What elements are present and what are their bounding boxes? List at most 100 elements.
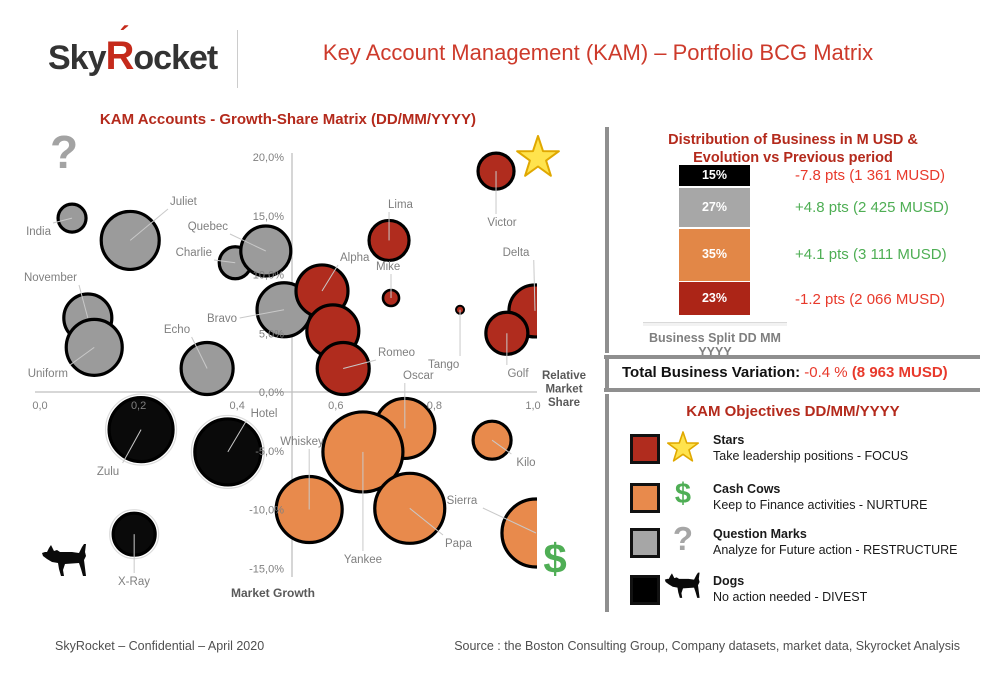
legend-square-star: [630, 434, 660, 464]
objectives-title: KAM Objectives DD/MM/YYYY: [686, 403, 900, 420]
delta-annotation-2: +4.1 pts (3 111 MUSD): [795, 246, 947, 264]
bubble-halo: [104, 393, 178, 466]
bar-segment-pct: 27%: [701, 199, 728, 214]
bar-segment-0: 15%: [679, 165, 750, 187]
bar-segment-pct: 23%: [701, 291, 728, 306]
objective-desc: Take leadership positions - FOCUS: [713, 449, 909, 463]
leader-kilo: [491, 439, 512, 455]
separator-bottom: [604, 388, 980, 392]
section-border-objectives: [605, 394, 609, 612]
bubble-label-whiskey: Whiskey: [280, 436, 324, 448]
dollar-icon: $: [674, 478, 692, 510]
y-tick-20,0%: 20,0%: [253, 152, 284, 164]
leader-charlie: [213, 259, 236, 264]
bubble-label-romeo: Romeo: [378, 347, 415, 359]
legend-square-question-mark: [630, 528, 660, 558]
objective-name: Dogs: [713, 574, 745, 588]
y-tick-10,0%: 10,0%: [253, 270, 284, 282]
objective-desc: No action needed - DIVEST: [713, 590, 868, 604]
total-label: Total Business Variation:: [622, 364, 801, 381]
bar-segment-2: 35%: [679, 228, 750, 281]
objective-text: Question Marks Analyze for Future action …: [713, 526, 958, 558]
relative-market-share-axis-label: Share: [548, 397, 580, 409]
question-mark-icon: ?: [672, 520, 694, 557]
bubble-label-yankee: Yankee: [344, 554, 382, 566]
leader-juliet: [129, 208, 169, 241]
delta-annotation-3: -1.2 pts (2 066 MUSD): [795, 290, 946, 308]
bubble-label-oscar: Oscar: [403, 370, 434, 382]
bubble-sierra: [500, 497, 537, 569]
star-icon: [664, 430, 702, 464]
bubble-halo: [190, 414, 265, 490]
objective-row-cash-cows: $ Cash Cows Keep to Finance activities - N…: [628, 479, 978, 515]
x-tick-1,0: 1,0: [525, 400, 540, 412]
leader-hotel: [227, 420, 247, 453]
stacked-bar-baseline: [643, 322, 787, 326]
bubble-label-alpha: Alpha: [340, 252, 370, 264]
bubbles-layer: [56, 151, 537, 569]
bubble-label-tango: Tango: [428, 359, 459, 371]
footer-confidential: SkyRocket – Confidential – April 2020: [55, 639, 265, 653]
y-tick-0,0%: 0,0%: [259, 387, 284, 399]
logo-part-ocket: ocket: [133, 39, 218, 77]
bubble-label-lima: Lima: [388, 199, 414, 211]
growth-share-matrix-chart: India Juliet November Uniform Charlie Quebec E…: [24, 126, 586, 600]
section-border-distribution: [605, 127, 609, 353]
leader-sierra: [482, 507, 537, 534]
bubble-label-golf: Golf: [507, 368, 529, 380]
question-mark-icon: ?: [50, 126, 78, 178]
x-tick-0,6: 0,6: [328, 400, 343, 412]
bubble-label-kilo: Kilo: [516, 457, 535, 469]
objective-desc: Keep to Finance activities - NURTURE: [713, 498, 928, 512]
y-tick-15,0%: 15,0%: [253, 211, 284, 223]
objective-row-question-marks: ? Question Marks Analyze for Future action…: [628, 522, 978, 560]
objective-name: Stars: [713, 433, 745, 447]
leader-quebec: [229, 233, 267, 252]
leader-uniform: [69, 346, 95, 366]
x-tick-0,0: 0,0: [32, 400, 47, 412]
chart-title: KAM Accounts - Growth-Share Matrix (DD/M…: [99, 111, 477, 128]
objective-desc: Analyze for Future action - RESTRUCTURE: [713, 543, 958, 557]
x-tick-0,2: 0,2: [131, 400, 146, 412]
skyrocket-logo: SkyR ´ ocket: [48, 21, 218, 79]
bubble-label-juliet: Juliet: [170, 196, 198, 208]
x-tick-0,4: 0,4: [230, 400, 245, 412]
bar-segment-1: 27%: [679, 187, 750, 228]
legend-square-dollar: [630, 483, 660, 513]
relative-market-share-axis-label: Market: [545, 384, 582, 396]
objective-text: Stars Take leadership positions - FOCUS: [713, 432, 908, 464]
dog-icon: [664, 571, 702, 605]
leader-november: [78, 284, 89, 319]
leader-papa: [409, 507, 444, 536]
logo-part-sky: Sky: [48, 39, 106, 77]
leader-echo: [191, 336, 208, 369]
bubble-label-zulu: Zulu: [97, 466, 119, 478]
relative-market-share-axis-label: Relative: [542, 370, 586, 382]
bubble-label-quebec: Quebec: [188, 221, 229, 233]
x-tick-0,8: 0,8: [427, 400, 442, 412]
leader-alpha: [321, 264, 339, 292]
bar-segment-pct: 15%: [701, 168, 728, 182]
objective-name: Question Marks: [713, 527, 807, 541]
total-amount: (8 963 MUSD): [851, 364, 948, 381]
bubble-label-x-ray: X-Ray: [118, 576, 150, 588]
bubble-label-victor: Victor: [487, 217, 516, 229]
objective-text: Cash Cows Keep to Finance activities - NU…: [713, 481, 927, 513]
y-tick--15,0%: -15,0%: [249, 563, 284, 575]
business-split-stacked-bar: 15% 27% 35% 23%: [679, 165, 750, 317]
logo-part-r: R ´: [105, 21, 135, 78]
delta-annotation-1: +4.8 pts (2 425 MUSD): [795, 199, 949, 217]
leader-bravo: [239, 309, 285, 319]
bubble-label-november: November: [24, 272, 77, 284]
dollar-icon: $: [543, 535, 566, 582]
bubble-label-charlie: Charlie: [176, 247, 212, 259]
y-tick--5,0%: -5,0%: [255, 446, 284, 458]
leader-india: [52, 217, 73, 224]
objective-row-dogs: Dogs No action needed - DIVEST: [628, 572, 978, 607]
objective-row-stars: Stars Take leadership positions - FOCUS: [628, 431, 978, 466]
bubble-label-india: India: [26, 226, 52, 238]
star-icon: [516, 135, 560, 177]
objective-name: Cash Cows: [713, 482, 781, 496]
bubble-label-uniform: Uniform: [28, 368, 68, 380]
